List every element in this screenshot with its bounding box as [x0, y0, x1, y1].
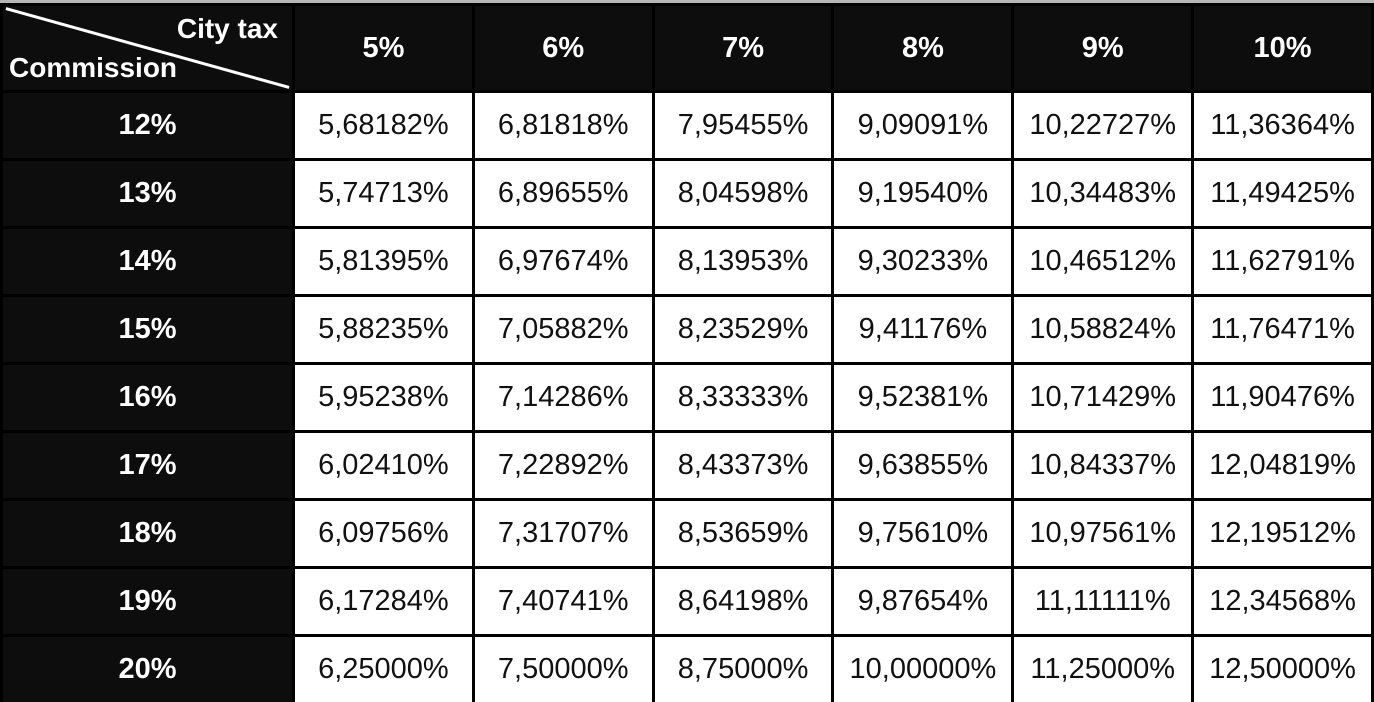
value-cell: 7,31707% — [471, 498, 655, 569]
value-cell: 9,75610% — [831, 498, 1015, 569]
value-cell: 5,88235% — [292, 294, 475, 365]
value-cell: 8,23529% — [651, 294, 835, 365]
table-row: 15% 5,88235% 7,05882% 8,23529% 9,41176% 10,58… — [0, 294, 1374, 365]
commission-citytax-table: City tax Commission 5% 6% 7% 8% 9% 10% 12% 5,6… — [0, 3, 1374, 702]
value-cell: 9,63855% — [831, 430, 1015, 501]
col-header-10%: 10% — [1191, 3, 1374, 93]
value-cell: 12,19512% — [1191, 498, 1374, 569]
value-cell: 8,53659% — [651, 498, 835, 569]
header-row: City tax Commission 5% 6% 7% 8% 9% 10% — [0, 3, 1374, 93]
value-cell: 11,25000% — [1011, 634, 1195, 702]
commission-label: Commission — [9, 52, 178, 84]
value-cell: 10,46512% — [1011, 226, 1195, 297]
row-header-17%: 17% — [0, 430, 295, 501]
value-cell: 6,89655% — [471, 158, 655, 229]
row-header-20%: 20% — [0, 634, 295, 702]
value-cell: 9,87654% — [831, 566, 1015, 637]
value-cell: 10,84337% — [1011, 430, 1195, 501]
value-cell: 10,34483% — [1011, 158, 1195, 229]
value-cell: 7,50000% — [471, 634, 655, 702]
row-header-18%: 18% — [0, 498, 295, 569]
col-header-7%: 7% — [651, 3, 835, 93]
value-cell: 11,76471% — [1191, 294, 1374, 365]
value-cell: 6,17284% — [292, 566, 475, 637]
table-row: 14% 5,81395% 6,97674% 8,13953% 9,30233% 10,46… — [0, 226, 1374, 297]
value-cell: 6,25000% — [292, 634, 475, 702]
value-cell: 12,34568% — [1191, 566, 1374, 637]
row-header-16%: 16% — [0, 362, 295, 433]
table-row: 19% 6,17284% 7,40741% 8,64198% 9,87654% 11,11… — [0, 566, 1374, 637]
table-row: 13% 5,74713% 6,89655% 8,04598% 9,19540% 10,34… — [0, 158, 1374, 229]
value-cell: 10,97561% — [1011, 498, 1195, 569]
table-row: 12% 5,68182% 6,81818% 7,95455% 9,09091% 10,22… — [0, 90, 1374, 161]
diagonal-divider-line — [5, 7, 290, 89]
value-cell: 6,97674% — [471, 226, 655, 297]
row-header-19%: 19% — [0, 566, 295, 637]
col-header-9%: 9% — [1011, 3, 1195, 93]
row-header-12%: 12% — [0, 90, 295, 161]
value-cell: 12,50000% — [1191, 634, 1374, 702]
value-cell: 9,30233% — [831, 226, 1015, 297]
value-cell: 9,09091% — [831, 90, 1015, 161]
value-cell: 11,90476% — [1191, 362, 1374, 433]
value-cell: 7,14286% — [471, 362, 655, 433]
value-cell: 5,95238% — [292, 362, 475, 433]
value-cell: 11,36364% — [1191, 90, 1374, 161]
table-row: 16% 5,95238% 7,14286% 8,33333% 9,52381% 10,71… — [0, 362, 1374, 433]
value-cell: 11,11111% — [1011, 566, 1195, 637]
value-cell: 10,58824% — [1011, 294, 1195, 365]
value-cell: 8,13953% — [651, 226, 835, 297]
col-header-5%: 5% — [292, 3, 475, 93]
value-cell: 11,62791% — [1191, 226, 1374, 297]
value-cell: 8,43373% — [651, 430, 835, 501]
value-cell: 12,04819% — [1191, 430, 1374, 501]
value-cell: 8,04598% — [651, 158, 835, 229]
value-cell: 5,81395% — [292, 226, 475, 297]
value-cell: 8,33333% — [651, 362, 835, 433]
value-cell: 6,81818% — [471, 90, 655, 161]
value-cell: 9,19540% — [831, 158, 1015, 229]
value-cell: 9,52381% — [831, 362, 1015, 433]
value-cell: 5,68182% — [292, 90, 475, 161]
value-cell: 7,95455% — [651, 90, 835, 161]
table-row: 17% 6,02410% 7,22892% 8,43373% 9,63855% 10,84… — [0, 430, 1374, 501]
col-header-8%: 8% — [831, 3, 1015, 93]
row-header-14%: 14% — [0, 226, 295, 297]
col-header-6%: 6% — [471, 3, 655, 93]
value-cell: 10,00000% — [831, 634, 1015, 702]
row-header-13%: 13% — [0, 158, 295, 229]
top-edge-strip — [0, 0, 1374, 3]
table-body: 12% 5,68182% 6,81818% 7,95455% 9,09091% 10,22… — [0, 90, 1374, 702]
value-cell: 5,74713% — [292, 158, 475, 229]
value-cell: 7,22892% — [471, 430, 655, 501]
table-row: 20% 6,25000% 7,50000% 8,75000% 10,00000% 11,2… — [0, 634, 1374, 702]
corner-header-cell: City tax Commission — [0, 3, 295, 93]
table-row: 18% 6,09756% 7,31707% 8,53659% 9,75610% 10,97… — [0, 498, 1374, 569]
value-cell: 11,49425% — [1191, 158, 1374, 229]
value-cell: 6,02410% — [292, 430, 475, 501]
value-cell: 9,41176% — [831, 294, 1015, 365]
city-tax-label: City tax — [176, 13, 278, 44]
value-cell: 7,40741% — [471, 566, 655, 637]
row-header-15%: 15% — [0, 294, 295, 365]
value-cell: 10,71429% — [1011, 362, 1195, 433]
value-cell: 8,64198% — [651, 566, 835, 637]
value-cell: 6,09756% — [292, 498, 475, 569]
value-cell: 10,22727% — [1011, 90, 1195, 161]
value-cell: 7,05882% — [471, 294, 655, 365]
value-cell: 8,75000% — [651, 634, 835, 702]
